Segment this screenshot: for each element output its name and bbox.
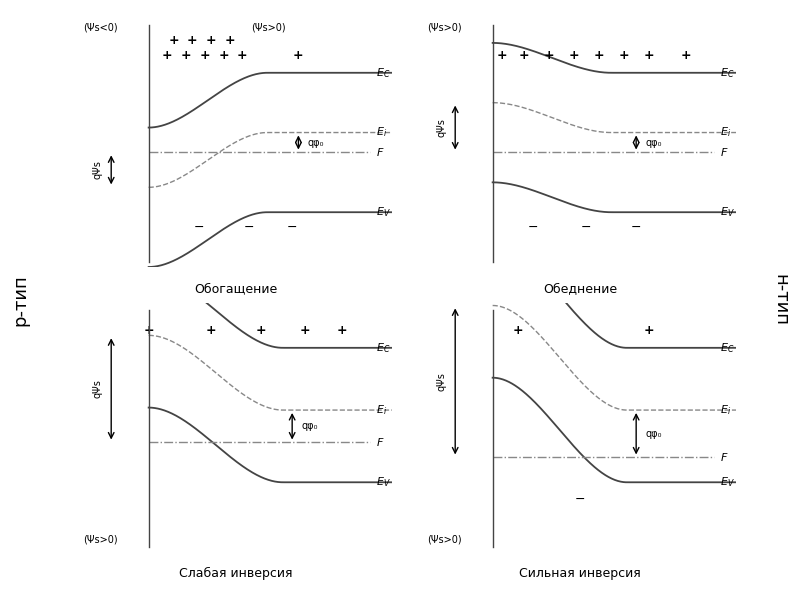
Text: qφ₀: qφ₀: [308, 137, 324, 148]
Text: +: +: [543, 49, 554, 62]
Text: qφ₀: qφ₀: [646, 429, 662, 439]
Text: $E_V$: $E_V$: [376, 205, 391, 219]
Text: +: +: [143, 324, 154, 337]
Text: $E_C$: $E_C$: [376, 341, 391, 355]
Text: $F$: $F$: [376, 146, 385, 158]
Text: +: +: [569, 49, 579, 62]
Text: qφ₀: qφ₀: [646, 137, 662, 148]
Text: +: +: [293, 49, 304, 62]
Text: $F$: $F$: [376, 436, 385, 448]
Text: +: +: [206, 324, 216, 337]
Text: qΨs: qΨs: [92, 379, 102, 398]
Text: +: +: [162, 49, 173, 62]
Text: qΨs: qΨs: [92, 160, 102, 179]
Text: (Ψs>0): (Ψs>0): [83, 535, 118, 545]
Text: $F$: $F$: [720, 146, 729, 158]
Text: $E_C$: $E_C$: [720, 341, 735, 355]
Text: +: +: [337, 324, 347, 337]
Text: +: +: [518, 49, 529, 62]
Text: +: +: [594, 49, 604, 62]
Text: $E_V$: $E_V$: [720, 205, 735, 219]
Text: $E_C$: $E_C$: [376, 66, 391, 80]
Text: +: +: [299, 324, 310, 337]
Text: $E_V$: $E_V$: [376, 475, 391, 489]
Text: +: +: [181, 49, 191, 62]
Text: $E_C$: $E_C$: [720, 66, 735, 80]
Text: +: +: [206, 34, 216, 47]
Text: (Ψs>0): (Ψs>0): [427, 535, 462, 545]
Text: (Ψs>0): (Ψs>0): [427, 23, 462, 33]
Text: −: −: [194, 221, 204, 233]
Text: (Ψs<0): (Ψs<0): [83, 23, 118, 33]
Text: $E_i$: $E_i$: [720, 403, 731, 417]
Text: −: −: [574, 493, 586, 506]
Text: $F$: $F$: [720, 451, 729, 463]
Text: $E_i$: $E_i$: [376, 125, 387, 139]
Text: −: −: [631, 221, 642, 233]
Text: +: +: [497, 49, 507, 62]
Text: −: −: [528, 221, 538, 233]
Text: +: +: [168, 34, 179, 47]
Text: +: +: [218, 49, 229, 62]
Text: qΨs: qΨs: [436, 372, 446, 391]
Text: +: +: [256, 324, 266, 337]
Text: Сильная инверсия: Сильная инверсия: [519, 567, 641, 580]
Text: +: +: [643, 49, 654, 62]
Text: Слабая инверсия: Слабая инверсия: [179, 567, 293, 580]
Text: н-тип: н-тип: [771, 274, 789, 326]
Text: +: +: [199, 49, 210, 62]
Text: −: −: [287, 221, 298, 233]
Text: +: +: [618, 49, 629, 62]
Text: +: +: [512, 324, 523, 337]
Text: (Ψs>0): (Ψs>0): [252, 23, 286, 33]
Text: +: +: [237, 49, 247, 62]
Text: +: +: [681, 49, 691, 62]
Text: $E_i$: $E_i$: [720, 125, 731, 139]
Text: $E_i$: $E_i$: [376, 403, 387, 417]
Text: −: −: [581, 221, 591, 233]
Text: +: +: [225, 34, 235, 47]
Text: Обогащение: Обогащение: [194, 282, 278, 295]
Text: Обеднение: Обеднение: [543, 282, 617, 295]
Text: qΨs: qΨs: [436, 118, 446, 137]
Text: р-тип: р-тип: [11, 274, 29, 326]
Text: $E_V$: $E_V$: [720, 475, 735, 489]
Text: qφ₀: qφ₀: [302, 421, 318, 431]
Text: −: −: [243, 221, 254, 233]
Text: +: +: [643, 324, 654, 337]
Text: +: +: [187, 34, 198, 47]
